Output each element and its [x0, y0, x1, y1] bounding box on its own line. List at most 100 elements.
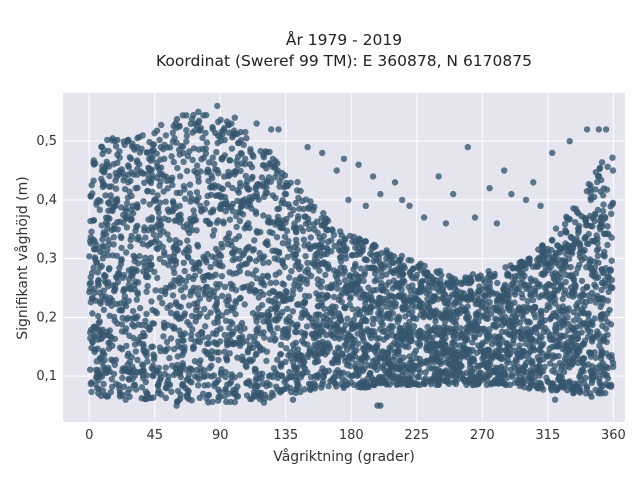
- data-point: [264, 273, 272, 281]
- data-point: [226, 172, 233, 179]
- data-point: [305, 351, 312, 358]
- data-point: [466, 364, 474, 371]
- data-point: [242, 246, 250, 254]
- data-point: [140, 374, 147, 382]
- data-point: [188, 258, 196, 265]
- data-point: [159, 243, 166, 251]
- data-point: [523, 329, 530, 337]
- data-point: [216, 205, 223, 212]
- data-point: [589, 377, 596, 384]
- data-point: [335, 246, 343, 253]
- data-point: [213, 306, 220, 314]
- data-point: [315, 295, 322, 303]
- data-point: [458, 353, 465, 360]
- data-point: [234, 197, 241, 205]
- data-point: [543, 288, 550, 295]
- data-point: [565, 305, 572, 312]
- data-point: [139, 362, 147, 370]
- data-point: [504, 359, 511, 366]
- data-point: [177, 216, 185, 223]
- data-point: [389, 293, 396, 300]
- data-point: [211, 380, 218, 387]
- data-point: [259, 380, 266, 387]
- data-point: [352, 370, 359, 377]
- data-point: [255, 313, 262, 321]
- data-point: [149, 188, 156, 196]
- data-point: [287, 211, 294, 218]
- data-point: [125, 267, 133, 274]
- data-point: [156, 226, 163, 233]
- data-point: [107, 192, 114, 199]
- data-point: [427, 359, 434, 366]
- data-point: [522, 196, 530, 204]
- data-point: [560, 319, 568, 327]
- data-point: [379, 287, 386, 294]
- data-point: [271, 316, 278, 324]
- data-point: [353, 346, 360, 354]
- data-point: [116, 389, 124, 396]
- data-point: [121, 367, 128, 374]
- data-point: [184, 237, 191, 244]
- data-point: [204, 192, 211, 200]
- data-point: [98, 143, 105, 150]
- data-point: [462, 308, 469, 315]
- data-point: [578, 256, 586, 264]
- data-point: [464, 327, 471, 334]
- data-point: [442, 367, 450, 374]
- data-point: [194, 243, 202, 250]
- data-point: [284, 305, 291, 313]
- data-point: [406, 365, 414, 373]
- data-point: [181, 195, 189, 202]
- data-point: [385, 374, 393, 381]
- data-point: [330, 374, 337, 381]
- data-point: [214, 166, 221, 174]
- data-point: [342, 251, 349, 258]
- data-point: [503, 347, 510, 354]
- data-point: [283, 345, 290, 352]
- data-point: [331, 242, 338, 250]
- data-point: [496, 341, 504, 348]
- data-point: [406, 318, 413, 326]
- data-point: [383, 271, 390, 278]
- data-point: [228, 285, 236, 292]
- data-point: [214, 102, 221, 110]
- data-point: [477, 272, 484, 279]
- data-point: [508, 371, 515, 379]
- data-point: [224, 181, 232, 188]
- data-point: [600, 337, 607, 345]
- data-point: [288, 267, 295, 275]
- data-point: [134, 290, 141, 298]
- data-point: [311, 203, 318, 211]
- data-point: [162, 394, 169, 402]
- data-point: [294, 216, 302, 223]
- data-point: [549, 271, 556, 278]
- data-point: [90, 264, 97, 271]
- data-point: [281, 190, 288, 198]
- data-point: [415, 366, 422, 373]
- data-point: [588, 393, 595, 400]
- data-point: [507, 273, 515, 280]
- data-point: [546, 360, 554, 367]
- data-point: [566, 138, 573, 145]
- data-point: [193, 189, 201, 196]
- data-point: [417, 266, 424, 274]
- data-point: [347, 295, 354, 302]
- data-point: [553, 386, 561, 393]
- data-point: [587, 297, 594, 304]
- data-point: [260, 291, 267, 298]
- data-point: [159, 300, 166, 307]
- data-point: [471, 214, 479, 221]
- data-point: [577, 322, 585, 329]
- data-point: [243, 392, 251, 399]
- data-point: [289, 341, 297, 348]
- data-point: [215, 261, 223, 268]
- data-point: [598, 316, 605, 323]
- data-point: [359, 334, 366, 341]
- data-point: [464, 279, 471, 287]
- data-point: [157, 144, 165, 151]
- data-point: [88, 269, 96, 276]
- data-point: [592, 386, 599, 394]
- data-point: [268, 126, 275, 133]
- data-point: [180, 182, 187, 190]
- data-point: [411, 350, 418, 357]
